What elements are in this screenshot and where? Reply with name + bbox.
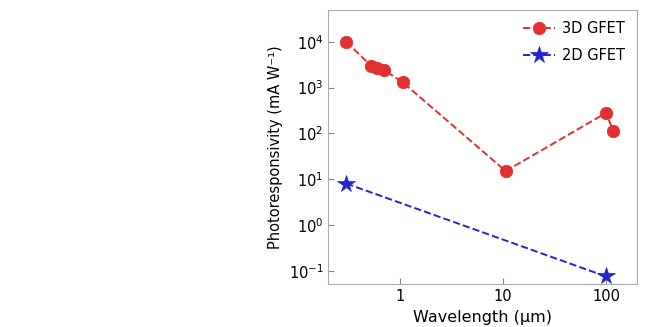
3D GFET <box>367 64 375 68</box>
X-axis label: Wavelength (μm): Wavelength (μm) <box>413 310 552 325</box>
3D GFET <box>602 111 610 115</box>
3D GFET <box>399 80 407 84</box>
3D GFET <box>610 129 617 133</box>
Line: 3D GFET: 3D GFET <box>340 36 619 177</box>
3D GFET <box>380 68 388 72</box>
Legend: 3D GFET, 2D GFET: 3D GFET, 2D GFET <box>519 17 630 67</box>
3D GFET <box>343 40 350 44</box>
3D GFET <box>374 66 382 70</box>
3D GFET <box>502 169 510 173</box>
Line: 2D GFET: 2D GFET <box>337 175 615 285</box>
2D GFET <box>602 274 610 278</box>
2D GFET <box>343 181 350 185</box>
Y-axis label: Photoresponsivity (mA W⁻¹): Photoresponsivity (mA W⁻¹) <box>268 45 283 249</box>
